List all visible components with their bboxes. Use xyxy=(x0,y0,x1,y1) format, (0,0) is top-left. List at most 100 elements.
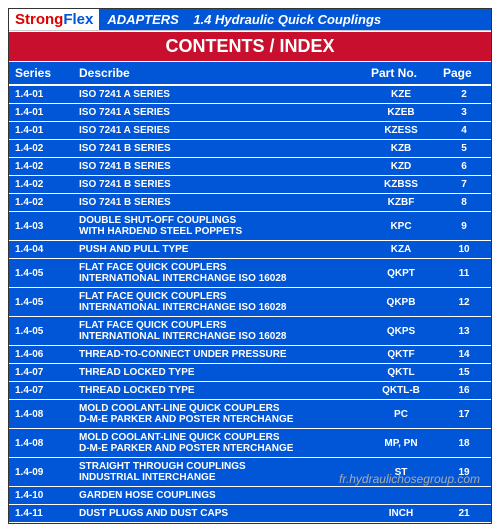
table-row: 1.4-09STRAIGHT THROUGH COUPLINGS INDUSTR… xyxy=(9,458,491,487)
col-describe: Describe xyxy=(73,62,365,85)
cell-page xyxy=(437,487,491,505)
header-suffix: ADAPTERS xyxy=(107,12,179,27)
cell-describe: FLAT FACE QUICK COUPLERS INTERNATIONAL I… xyxy=(73,288,365,317)
brand-part1: Strong xyxy=(15,11,63,28)
cell-partno: KPC xyxy=(365,212,437,241)
cell-describe: ISO 7241 B SERIES xyxy=(73,158,365,176)
cell-describe: ISO 7241 B SERIES xyxy=(73,140,365,158)
cell-page: 21 xyxy=(437,505,491,523)
brand-logo: StrongFlex xyxy=(9,9,99,30)
title-bar: CONTENTS / INDEX xyxy=(9,31,491,62)
table-row: 1.4-05FLAT FACE QUICK COUPLERS INTERNATI… xyxy=(9,259,491,288)
cell-page: 11 xyxy=(437,259,491,288)
table-row: 1.4-08MOLD COOLANT-LINE QUICK COUPLERS D… xyxy=(9,429,491,458)
table-row: 1.4-02ISO 7241 B SERIESKZD6 xyxy=(9,158,491,176)
cell-partno: QKTF xyxy=(365,346,437,364)
table-row: 1.4-02ISO 7241 B SERIESKZB5 xyxy=(9,140,491,158)
table-header-row: Series Describe Part No. Page xyxy=(9,62,491,85)
table-row: 1.4-06THREAD-TO-CONNECT UNDER PRESSUREQK… xyxy=(9,346,491,364)
cell-series: 1.4-07 xyxy=(9,382,73,400)
cell-page: 3 xyxy=(437,104,491,122)
cell-partno: INCH xyxy=(365,505,437,523)
cell-series: 1.4-01 xyxy=(9,104,73,122)
cell-describe: DOUBLE SHUT-OFF COUPLINGS WITH HARDEND S… xyxy=(73,212,365,241)
table-row: 1.4-04PUSH AND PULL TYPEKZA10 xyxy=(9,241,491,259)
cell-describe: THREAD LOCKED TYPE xyxy=(73,364,365,382)
cell-series: 1.4-10 xyxy=(9,487,73,505)
cell-partno: KZEB xyxy=(365,104,437,122)
table-row: 1.4-08MOLD COOLANT-LINE QUICK COUPLERS D… xyxy=(9,400,491,429)
cell-partno: KZE xyxy=(365,85,437,104)
cell-describe: ISO 7241 A SERIES xyxy=(73,104,365,122)
cell-partno: PC xyxy=(365,400,437,429)
cell-partno: ST xyxy=(365,458,437,487)
cell-page: 14 xyxy=(437,346,491,364)
cell-partno: QKTL-B xyxy=(365,382,437,400)
cell-series: 1.4-11 xyxy=(9,505,73,523)
cell-page: 5 xyxy=(437,140,491,158)
cell-partno: KZBSS xyxy=(365,176,437,194)
cell-page: 19 xyxy=(437,458,491,487)
table-row: 1.4-07THREAD LOCKED TYPEQKTL-B16 xyxy=(9,382,491,400)
cell-page: 16 xyxy=(437,382,491,400)
cell-describe: THREAD LOCKED TYPE xyxy=(73,382,365,400)
cell-partno: KZA xyxy=(365,241,437,259)
cell-page: 2 xyxy=(437,85,491,104)
cell-partno: QKPT xyxy=(365,259,437,288)
cell-page: 17 xyxy=(437,400,491,429)
cell-describe: THREAD-TO-CONNECT UNDER PRESSURE xyxy=(73,346,365,364)
cell-page: 18 xyxy=(437,429,491,458)
table-row: 1.4-01ISO 7241 A SERIESKZESS4 xyxy=(9,122,491,140)
cell-series: 1.4-03 xyxy=(9,212,73,241)
cell-series: 1.4-05 xyxy=(9,288,73,317)
cell-series: 1.4-05 xyxy=(9,317,73,346)
cell-series: 1.4-09 xyxy=(9,458,73,487)
table-row: 1.4-03DOUBLE SHUT-OFF COUPLINGS WITH HAR… xyxy=(9,212,491,241)
index-table: Series Describe Part No. Page 1.4-01ISO … xyxy=(9,62,491,523)
cell-partno: QKPB xyxy=(365,288,437,317)
cell-series: 1.4-08 xyxy=(9,429,73,458)
cell-describe: DUST PLUGS AND DUST CAPS xyxy=(73,505,365,523)
cell-describe: ISO 7241 B SERIES xyxy=(73,176,365,194)
cell-page: 6 xyxy=(437,158,491,176)
cell-describe: MOLD COOLANT-LINE QUICK COUPLERS D-M-E P… xyxy=(73,400,365,429)
cell-page: 4 xyxy=(437,122,491,140)
table-row: 1.4-07THREAD LOCKED TYPEQKTL15 xyxy=(9,364,491,382)
cell-describe: FLAT FACE QUICK COUPLERS INTERNATIONAL I… xyxy=(73,259,365,288)
top-header: StrongFlex ADAPTERS 1.4 Hydraulic Quick … xyxy=(9,9,491,31)
cell-series: 1.4-07 xyxy=(9,364,73,382)
cell-page: 12 xyxy=(437,288,491,317)
cell-page: 7 xyxy=(437,176,491,194)
cell-series: 1.4-01 xyxy=(9,122,73,140)
section-label: ADAPTERS 1.4 Hydraulic Quick Couplings xyxy=(99,9,491,30)
cell-describe: STRAIGHT THROUGH COUPLINGS INDUSTRIAL IN… xyxy=(73,458,365,487)
table-row: 1.4-11DUST PLUGS AND DUST CAPSINCH21 xyxy=(9,505,491,523)
cell-page: 10 xyxy=(437,241,491,259)
cell-series: 1.4-04 xyxy=(9,241,73,259)
cell-page: 15 xyxy=(437,364,491,382)
cell-series: 1.4-08 xyxy=(9,400,73,429)
cell-describe: PUSH AND PULL TYPE xyxy=(73,241,365,259)
cell-partno: QKTL xyxy=(365,364,437,382)
cell-describe: FLAT FACE QUICK COUPLERS INTERNATIONAL I… xyxy=(73,317,365,346)
cell-series: 1.4-02 xyxy=(9,158,73,176)
cell-series: 1.4-06 xyxy=(9,346,73,364)
cell-describe: ISO 7241 A SERIES xyxy=(73,122,365,140)
col-page: Page xyxy=(437,62,491,85)
cell-describe: ISO 7241 A SERIES xyxy=(73,85,365,104)
section-code: 1.4 Hydraulic Quick Couplings xyxy=(193,12,381,27)
cell-describe: GARDEN HOSE COUPLINGS xyxy=(73,487,365,505)
cell-partno: KZD xyxy=(365,158,437,176)
cell-partno xyxy=(365,487,437,505)
cell-page: 13 xyxy=(437,317,491,346)
table-row: 1.4-02ISO 7241 B SERIESKZBF8 xyxy=(9,194,491,212)
cell-partno: KZB xyxy=(365,140,437,158)
cell-series: 1.4-02 xyxy=(9,140,73,158)
table-row: 1.4-02ISO 7241 B SERIESKZBSS7 xyxy=(9,176,491,194)
cell-series: 1.4-02 xyxy=(9,194,73,212)
cell-partno: MP, PN xyxy=(365,429,437,458)
cell-page: 9 xyxy=(437,212,491,241)
table-row: 1.4-01ISO 7241 A SERIESKZEB3 xyxy=(9,104,491,122)
cell-partno: QKPS xyxy=(365,317,437,346)
table-row: 1.4-10GARDEN HOSE COUPLINGS xyxy=(9,487,491,505)
